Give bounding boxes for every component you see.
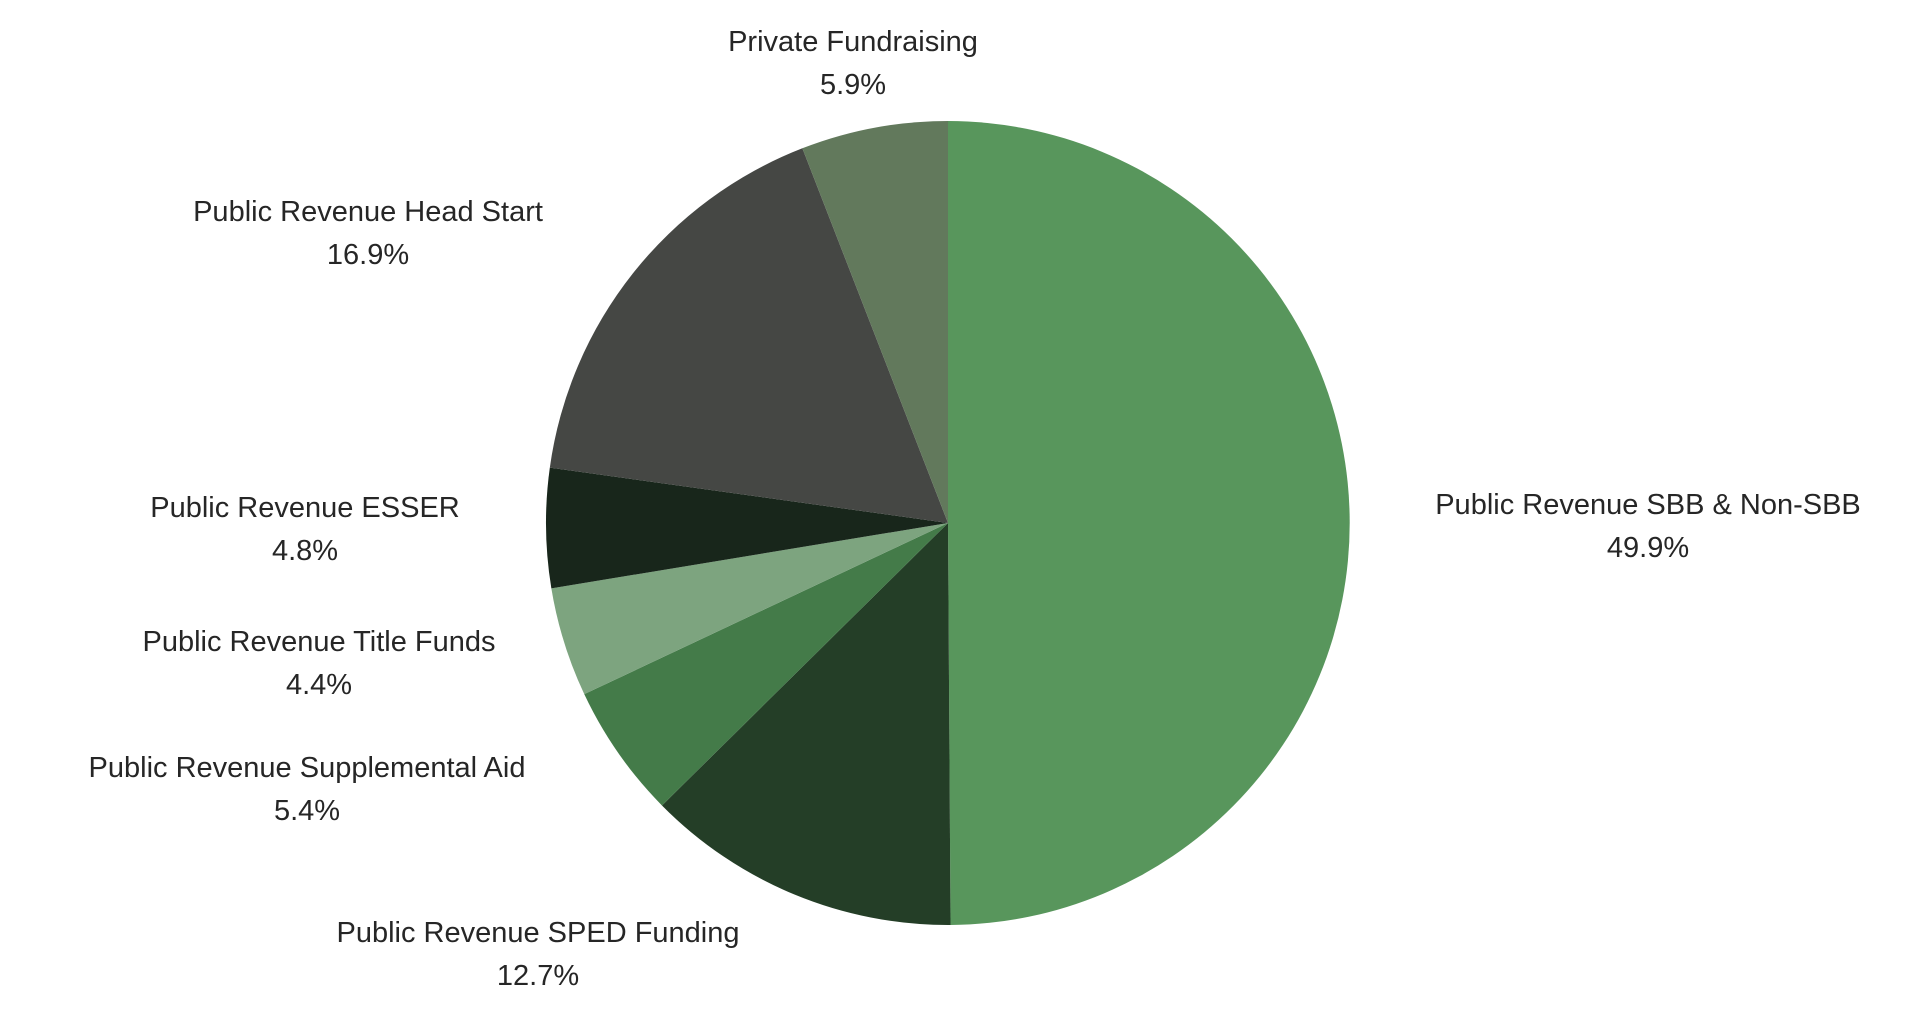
pie-slice-0	[948, 121, 1350, 925]
slice-label-text: Public Revenue SBB & Non-SBB	[1435, 489, 1861, 521]
slice-percentage: 16.9%	[326, 239, 410, 271]
slice-percentage: 4.8%	[271, 535, 339, 567]
slice-label-title-funds: Public Revenue Title Funds 4.4%	[142, 621, 495, 707]
slice-label-esser: Public Revenue ESSER 4.8%	[150, 487, 460, 573]
slice-label-text: Private Fundraising	[728, 26, 978, 58]
slice-label-sbb-non-sbb: Public Revenue SBB & Non-SBB 49.9%	[1435, 484, 1861, 570]
slice-label-text: Public Revenue Title Funds	[142, 626, 496, 658]
pie-slice-5	[549, 148, 948, 523]
slice-label-text: Public Revenue Supplemental Aid	[88, 752, 526, 784]
slice-label-head-start: Public Revenue Head Start 16.9%	[193, 191, 543, 277]
pie-slice-2	[584, 523, 948, 806]
slice-percentage: 5.4%	[273, 795, 341, 827]
slice-label-text: Public Revenue Head Start	[193, 196, 543, 228]
pie-slice-1	[661, 523, 951, 925]
slice-percentage: 5.9%	[819, 69, 887, 101]
slice-label-text: Public Revenue ESSER	[150, 492, 460, 524]
slice-percentage: 49.9%	[1606, 532, 1690, 564]
slice-label-private-fundraising: Private Fundraising 5.9%	[728, 21, 978, 107]
slice-label-sped-funding: Public Revenue SPED Funding 12.7%	[336, 912, 739, 998]
slice-percentage: 12.7%	[496, 960, 580, 992]
pie-slice-6	[802, 121, 948, 523]
slice-percentage: 4.4%	[285, 669, 353, 701]
slice-label-supplemental-aid: Public Revenue Supplemental Aid 5.4%	[89, 747, 526, 833]
pie-slice-4	[545, 467, 948, 589]
pie-slice-3	[551, 523, 948, 695]
slice-label-text: Public Revenue SPED Funding	[336, 917, 740, 949]
